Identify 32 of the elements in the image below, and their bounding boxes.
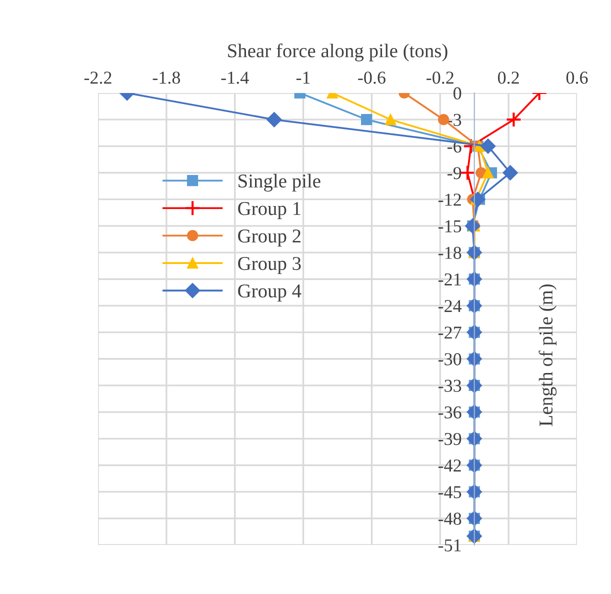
y-tick-label: -15 — [438, 220, 462, 232]
y-tick-label: -24 — [438, 300, 462, 312]
y-tick-label: -27 — [438, 326, 462, 339]
x-tick-label: -1 — [296, 72, 310, 84]
x-tick-label: -2.2 — [84, 72, 112, 84]
legend-label: Group 3 — [238, 257, 301, 274]
y-tick-label: -33 — [438, 380, 462, 392]
legend-label: Single pile — [238, 174, 320, 192]
y-tick-label: -18 — [438, 246, 462, 259]
y-tick-label: -3 — [447, 114, 462, 126]
y-tick-label: -42 — [438, 460, 461, 472]
x-tick-label: -0.2 — [426, 72, 454, 84]
legend-label: Group 1 — [238, 202, 300, 220]
y-tick-label: -30 — [438, 353, 462, 366]
y-tick-label: -9 — [447, 167, 462, 180]
y-tick-label: -21 — [438, 273, 461, 286]
x-tick-label: 0.2 — [498, 72, 519, 84]
y-tick-label: -36 — [438, 406, 462, 418]
y-tick-label: -39 — [438, 432, 462, 446]
x-axis-title: Shear force along pile (tons) — [228, 43, 448, 62]
y-tick-label: -12 — [438, 194, 461, 206]
legend-label: Group 2 — [238, 230, 300, 247]
y-axis-title: Length of pile (m) — [538, 284, 557, 426]
y-tick-label: 0 — [454, 87, 462, 100]
y-tick-label: -51 — [438, 539, 461, 552]
x-tick-label: -0.6 — [358, 72, 386, 84]
x-tick-label: -1.4 — [221, 72, 249, 84]
y-tick-label: -48 — [438, 512, 462, 525]
legend-label: Group 4 — [238, 284, 302, 302]
y-tick-label: -45 — [438, 486, 462, 498]
x-tick-label: 0.6 — [566, 72, 588, 84]
x-tick-label: -1.8 — [152, 72, 180, 84]
